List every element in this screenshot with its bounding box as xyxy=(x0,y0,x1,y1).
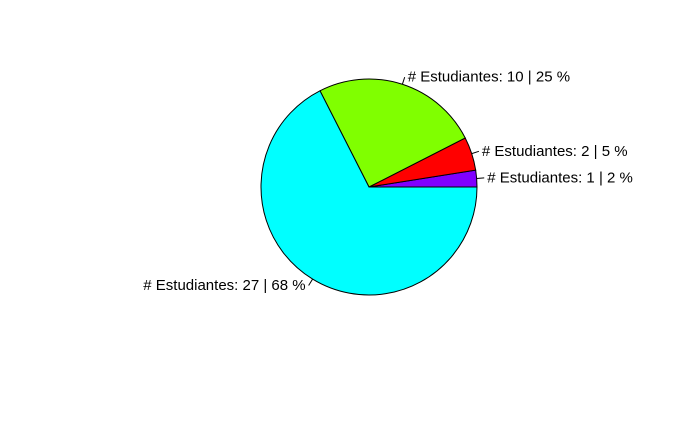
pie-leader-line-4 xyxy=(308,278,313,286)
pie-leader-line-2 xyxy=(471,150,480,155)
pie-slices xyxy=(260,78,478,296)
pie-slice-label-2: # Estudiantes: 2 | 5 % xyxy=(482,143,628,160)
pie-slice-label-3: # Estudiantes: 10 | 25 % xyxy=(408,69,570,86)
pie-labels: # Estudiantes: 1 | 2 % # Estudiantes: 2 |… xyxy=(143,69,633,294)
pie-leader-lines xyxy=(308,76,485,286)
pie-slice-label-4: # Estudiantes: 27 | 68 % xyxy=(143,277,305,294)
pie-slice-4 xyxy=(260,90,478,296)
pie-leader-line-3 xyxy=(401,76,406,85)
pie-slice-label-1: # Estudiantes: 1 | 2 % xyxy=(487,169,633,186)
pie-leader-line-1 xyxy=(476,177,485,180)
